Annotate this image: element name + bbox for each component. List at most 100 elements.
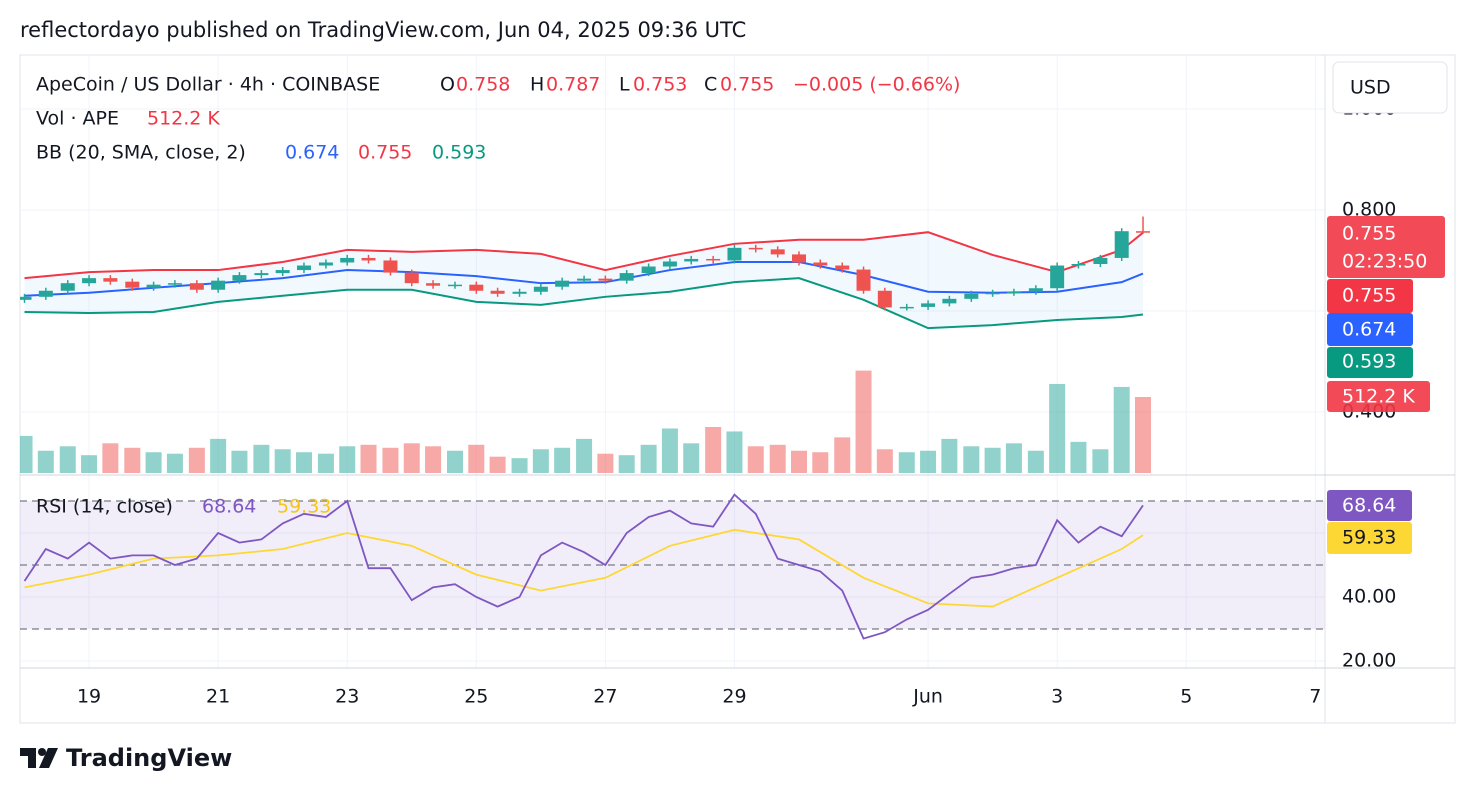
x-tick-label: 25 (464, 686, 488, 708)
volume-bar (790, 450, 807, 473)
x-tick-label: 29 (722, 686, 746, 708)
logo-mark (39, 748, 58, 768)
ohlc-key: C (704, 74, 717, 96)
ohlc-value: 0.758 (456, 74, 510, 96)
price-pane (20, 216, 1151, 473)
x-tick-label: 27 (593, 686, 617, 708)
volume-bar (554, 447, 571, 473)
volume-bar (511, 458, 528, 473)
candle-body (38, 290, 53, 297)
x-tick-label: 21 (206, 686, 230, 708)
rsi-legend: RSI (14, close) (36, 496, 173, 518)
rsi-line (24, 528, 1144, 608)
rsi-ma-badge-value: 59.33 (1342, 527, 1396, 549)
volume-bar (661, 428, 678, 473)
volume-bar (274, 449, 291, 473)
x-tick-label: Jun (912, 686, 943, 708)
volume-bar (382, 447, 399, 473)
volume-bar (812, 452, 829, 473)
candle-body (1093, 257, 1108, 264)
rsi-line (23, 493, 1144, 640)
y-tick-label: 0.800 (1342, 198, 1396, 220)
ohlc-key: H (530, 74, 544, 96)
bb-badge-value: 0.755 (1342, 285, 1396, 307)
candle-body (189, 283, 204, 290)
candle-body (512, 291, 527, 294)
chart-frame (19, 54, 1456, 724)
volume-bar (59, 446, 76, 473)
candle-body (921, 303, 936, 307)
volume-bar (898, 452, 915, 473)
volume-bar (1070, 441, 1087, 473)
published-line: reflectordayo published on TradingView.c… (20, 18, 746, 42)
candle-body (448, 284, 462, 287)
candle-body (662, 261, 677, 267)
badge-layer: 0.755 02:23:50 0.755 0.674 0.593 512.2 K… (1327, 61, 1448, 554)
volume-bar (360, 444, 377, 473)
y-tick-label: 20.00 (1342, 649, 1396, 671)
volume-bar (317, 453, 334, 473)
volume-bar (618, 455, 635, 473)
volume-bar (489, 456, 506, 473)
volume-bar (425, 446, 442, 473)
volume-bar (231, 450, 248, 473)
volume-bar (726, 431, 743, 473)
brand: TradingView (66, 744, 232, 772)
candle-body (383, 260, 398, 273)
candle-body (125, 281, 140, 288)
volume-bar (769, 444, 786, 473)
volume-bar (876, 449, 893, 473)
x-tick-label: 19 (77, 686, 101, 708)
currency[interactable]: USD (1350, 77, 1391, 99)
candle-body (1071, 264, 1086, 266)
x-tick-label: 23 (335, 686, 359, 708)
bb-value: 0.674 (285, 142, 339, 164)
volume-value: 512.2 K (147, 108, 220, 130)
bb-value: 0.755 (358, 142, 412, 164)
ohlc-value: 0.755 (720, 74, 774, 96)
volume-badge-value: 512.2 K (1342, 386, 1415, 408)
ohlc-value: 0.787 (546, 74, 600, 96)
candle-body (20, 296, 32, 300)
x-tick-label: 7 (1309, 686, 1321, 708)
volume-bar (1005, 443, 1022, 473)
rsi-ma-badge (1327, 522, 1412, 554)
symbol-title: ApeCoin / US Dollar · 4h · COINBASE (36, 74, 380, 96)
rsi-badge-value: 68.64 (1342, 495, 1396, 517)
ohlc-value: 0.753 (633, 74, 687, 96)
currency-button[interactable] (1332, 61, 1448, 114)
volume-bar (1113, 386, 1130, 473)
volume-bar (81, 455, 98, 473)
volume-bar (532, 449, 549, 473)
y-tick-label: 40.00 (1342, 585, 1396, 607)
volume-bar (576, 438, 593, 473)
rsi-value: 68.64 (202, 496, 256, 518)
volume-bar (403, 443, 420, 473)
ohlc-key: O (440, 74, 455, 96)
candle-body (1135, 231, 1150, 233)
bb-line (24, 277, 1144, 330)
volume-bar (102, 443, 119, 473)
volume-bar (447, 450, 463, 473)
x-tick-label: 3 (1051, 686, 1063, 708)
candle-body (964, 293, 979, 299)
candle-body (598, 278, 613, 281)
x-tick-label: 5 (1180, 686, 1192, 708)
volume-bar (210, 438, 227, 473)
volume-bar (597, 453, 614, 473)
bb-badge-value: 0.674 (1342, 319, 1396, 341)
candle-body (296, 265, 311, 271)
candle-body (167, 283, 182, 285)
candle-body (877, 290, 892, 308)
candle-body (577, 278, 592, 281)
candle-body (146, 284, 161, 288)
candle-body (426, 283, 441, 286)
volume-bar (20, 435, 33, 473)
candle-body (1006, 291, 1021, 294)
candle-body (856, 269, 871, 291)
candle-body (254, 273, 269, 276)
volume-bar (963, 446, 980, 473)
price-badge-value: 0.755 (1342, 223, 1396, 245)
bb-badge (1327, 347, 1413, 378)
countdown: 02:23:50 (1342, 251, 1427, 273)
